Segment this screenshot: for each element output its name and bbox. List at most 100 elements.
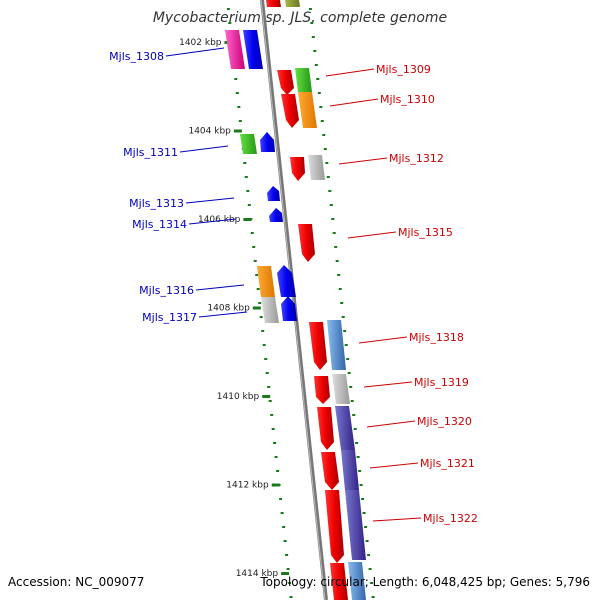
gene-box-green-1309 [295, 68, 312, 92]
track-dot [262, 344, 266, 346]
gene-label-mjls-1319[interactable]: Mjls_1319 [414, 376, 469, 389]
gene-arrow-blue-1314 [269, 208, 283, 222]
leader-mjls-1317 [198, 311, 248, 318]
track-dot [252, 246, 256, 248]
track-dot [347, 372, 351, 374]
track-dot [247, 204, 251, 206]
gene-label-mjls-1318[interactable]: Mjls_1318 [409, 331, 464, 344]
track-dot [238, 120, 242, 122]
track-dot [343, 330, 347, 332]
track-dot [228, 22, 232, 24]
track-dot [361, 498, 365, 500]
gene-label-mjls-1320[interactable]: Mjls_1320 [417, 415, 472, 428]
gene-label-mjls-1315[interactable]: Mjls_1315 [398, 226, 453, 239]
gene-label-mjls-1310[interactable]: Mjls_1310 [380, 93, 435, 106]
gene-box-purple-1320 [335, 406, 355, 450]
leader-mjls-1308 [165, 47, 225, 57]
track-dot [331, 218, 335, 220]
scale-label: 1406 kbp [198, 215, 241, 225]
gene-label-mjls-1314[interactable]: Mjls_1314 [132, 218, 187, 231]
track-dot [289, 596, 293, 598]
scale-tick [271, 483, 280, 487]
gene-box-pink [225, 30, 245, 69]
gene-box-blue-1308 [243, 30, 263, 69]
scale-label: 1408 kbp [207, 304, 250, 314]
gene-label-mjls-1322[interactable]: Mjls_1322 [423, 512, 478, 525]
gene-label-mjls-1316[interactable]: Mjls_1316 [139, 284, 194, 297]
track-dot [350, 400, 354, 402]
gene-arrow-red-1312 [290, 157, 305, 181]
track-dot [320, 120, 324, 122]
scale-tick [252, 306, 261, 310]
leader-mjls-1315 [347, 231, 397, 239]
track-dot [282, 526, 286, 528]
gene-label-mjls-1313[interactable]: Mjls_1313 [129, 197, 184, 210]
gene-top-red [266, 0, 281, 7]
gene-arrow-red-1320 [317, 407, 334, 450]
track-dot [235, 92, 239, 94]
track-dot [317, 92, 321, 94]
track-dot [267, 386, 271, 388]
track-dot [325, 162, 329, 164]
track-dot [280, 512, 284, 514]
gene-box-orange-1310 [298, 92, 317, 128]
track-dot [367, 554, 371, 556]
track-dot [364, 526, 368, 528]
track-dot [276, 470, 280, 472]
accession-text: Accession: NC_009077 [8, 575, 145, 589]
track-dot [365, 540, 369, 542]
gene-box-purple-1322 [345, 490, 366, 560]
track-dot [346, 358, 350, 360]
track-dot [283, 540, 287, 542]
track-dot [314, 64, 318, 66]
gene-label-mjls-1317[interactable]: Mjls_1317 [142, 311, 197, 324]
gene-box-purple-1321 [341, 450, 359, 490]
genome-axis [260, 0, 328, 600]
scale-tick [262, 395, 271, 398]
scale-label: 1410 kbp [217, 392, 260, 402]
leader-mjls-1316 [195, 284, 245, 291]
track-dot [265, 372, 269, 374]
track-dot [322, 134, 326, 136]
gene-arrow-blue-1311 [260, 132, 275, 152]
gene-arrow-blue-1317 [281, 296, 297, 321]
gene-box-steel-1318 [327, 320, 346, 370]
track-dot [250, 232, 254, 234]
gene-label-mjls-1308[interactable]: Mjls_1308 [109, 50, 164, 63]
scale-tick [281, 572, 290, 575]
track-dot [308, 8, 312, 10]
track-dot [358, 470, 362, 472]
track-dot [370, 582, 374, 584]
track-dot [344, 344, 348, 346]
gene-box-green-1311 [240, 134, 257, 154]
track-dot [256, 288, 260, 290]
track-dot [341, 316, 345, 318]
gene-label-mjls-1321[interactable]: Mjls_1321 [420, 457, 475, 470]
gene-label-mjls-1309[interactable]: Mjls_1309 [376, 63, 431, 76]
track-dot [359, 484, 363, 486]
track-dot [270, 414, 274, 416]
gene-arrow-red-1322 [325, 490, 344, 563]
leader-mjls-1310 [329, 98, 379, 107]
track-dot [311, 36, 315, 38]
track-dot [271, 428, 275, 430]
track-dot [335, 260, 339, 262]
gene-bottom-steel [348, 562, 366, 600]
track-dot [355, 442, 359, 444]
track-dot [310, 22, 314, 24]
scale-label: 1412 kbp [226, 481, 269, 491]
track-dot [273, 442, 277, 444]
track-dot [353, 428, 357, 430]
track-dot [255, 274, 259, 276]
track-dot [371, 596, 375, 598]
gene-arrow-red-1319 [314, 376, 330, 404]
track-dot [332, 232, 336, 234]
track-dot [237, 106, 241, 108]
leader-mjls-1311 [179, 145, 229, 153]
gene-arrow-blue-1313 [267, 186, 280, 201]
track-dot [226, 8, 230, 10]
track-dot [264, 358, 268, 360]
gene-label-mjls-1312[interactable]: Mjls_1312 [389, 152, 444, 165]
scale-tick [233, 129, 242, 133]
gene-label-mjls-1311[interactable]: Mjls_1311 [123, 146, 178, 159]
